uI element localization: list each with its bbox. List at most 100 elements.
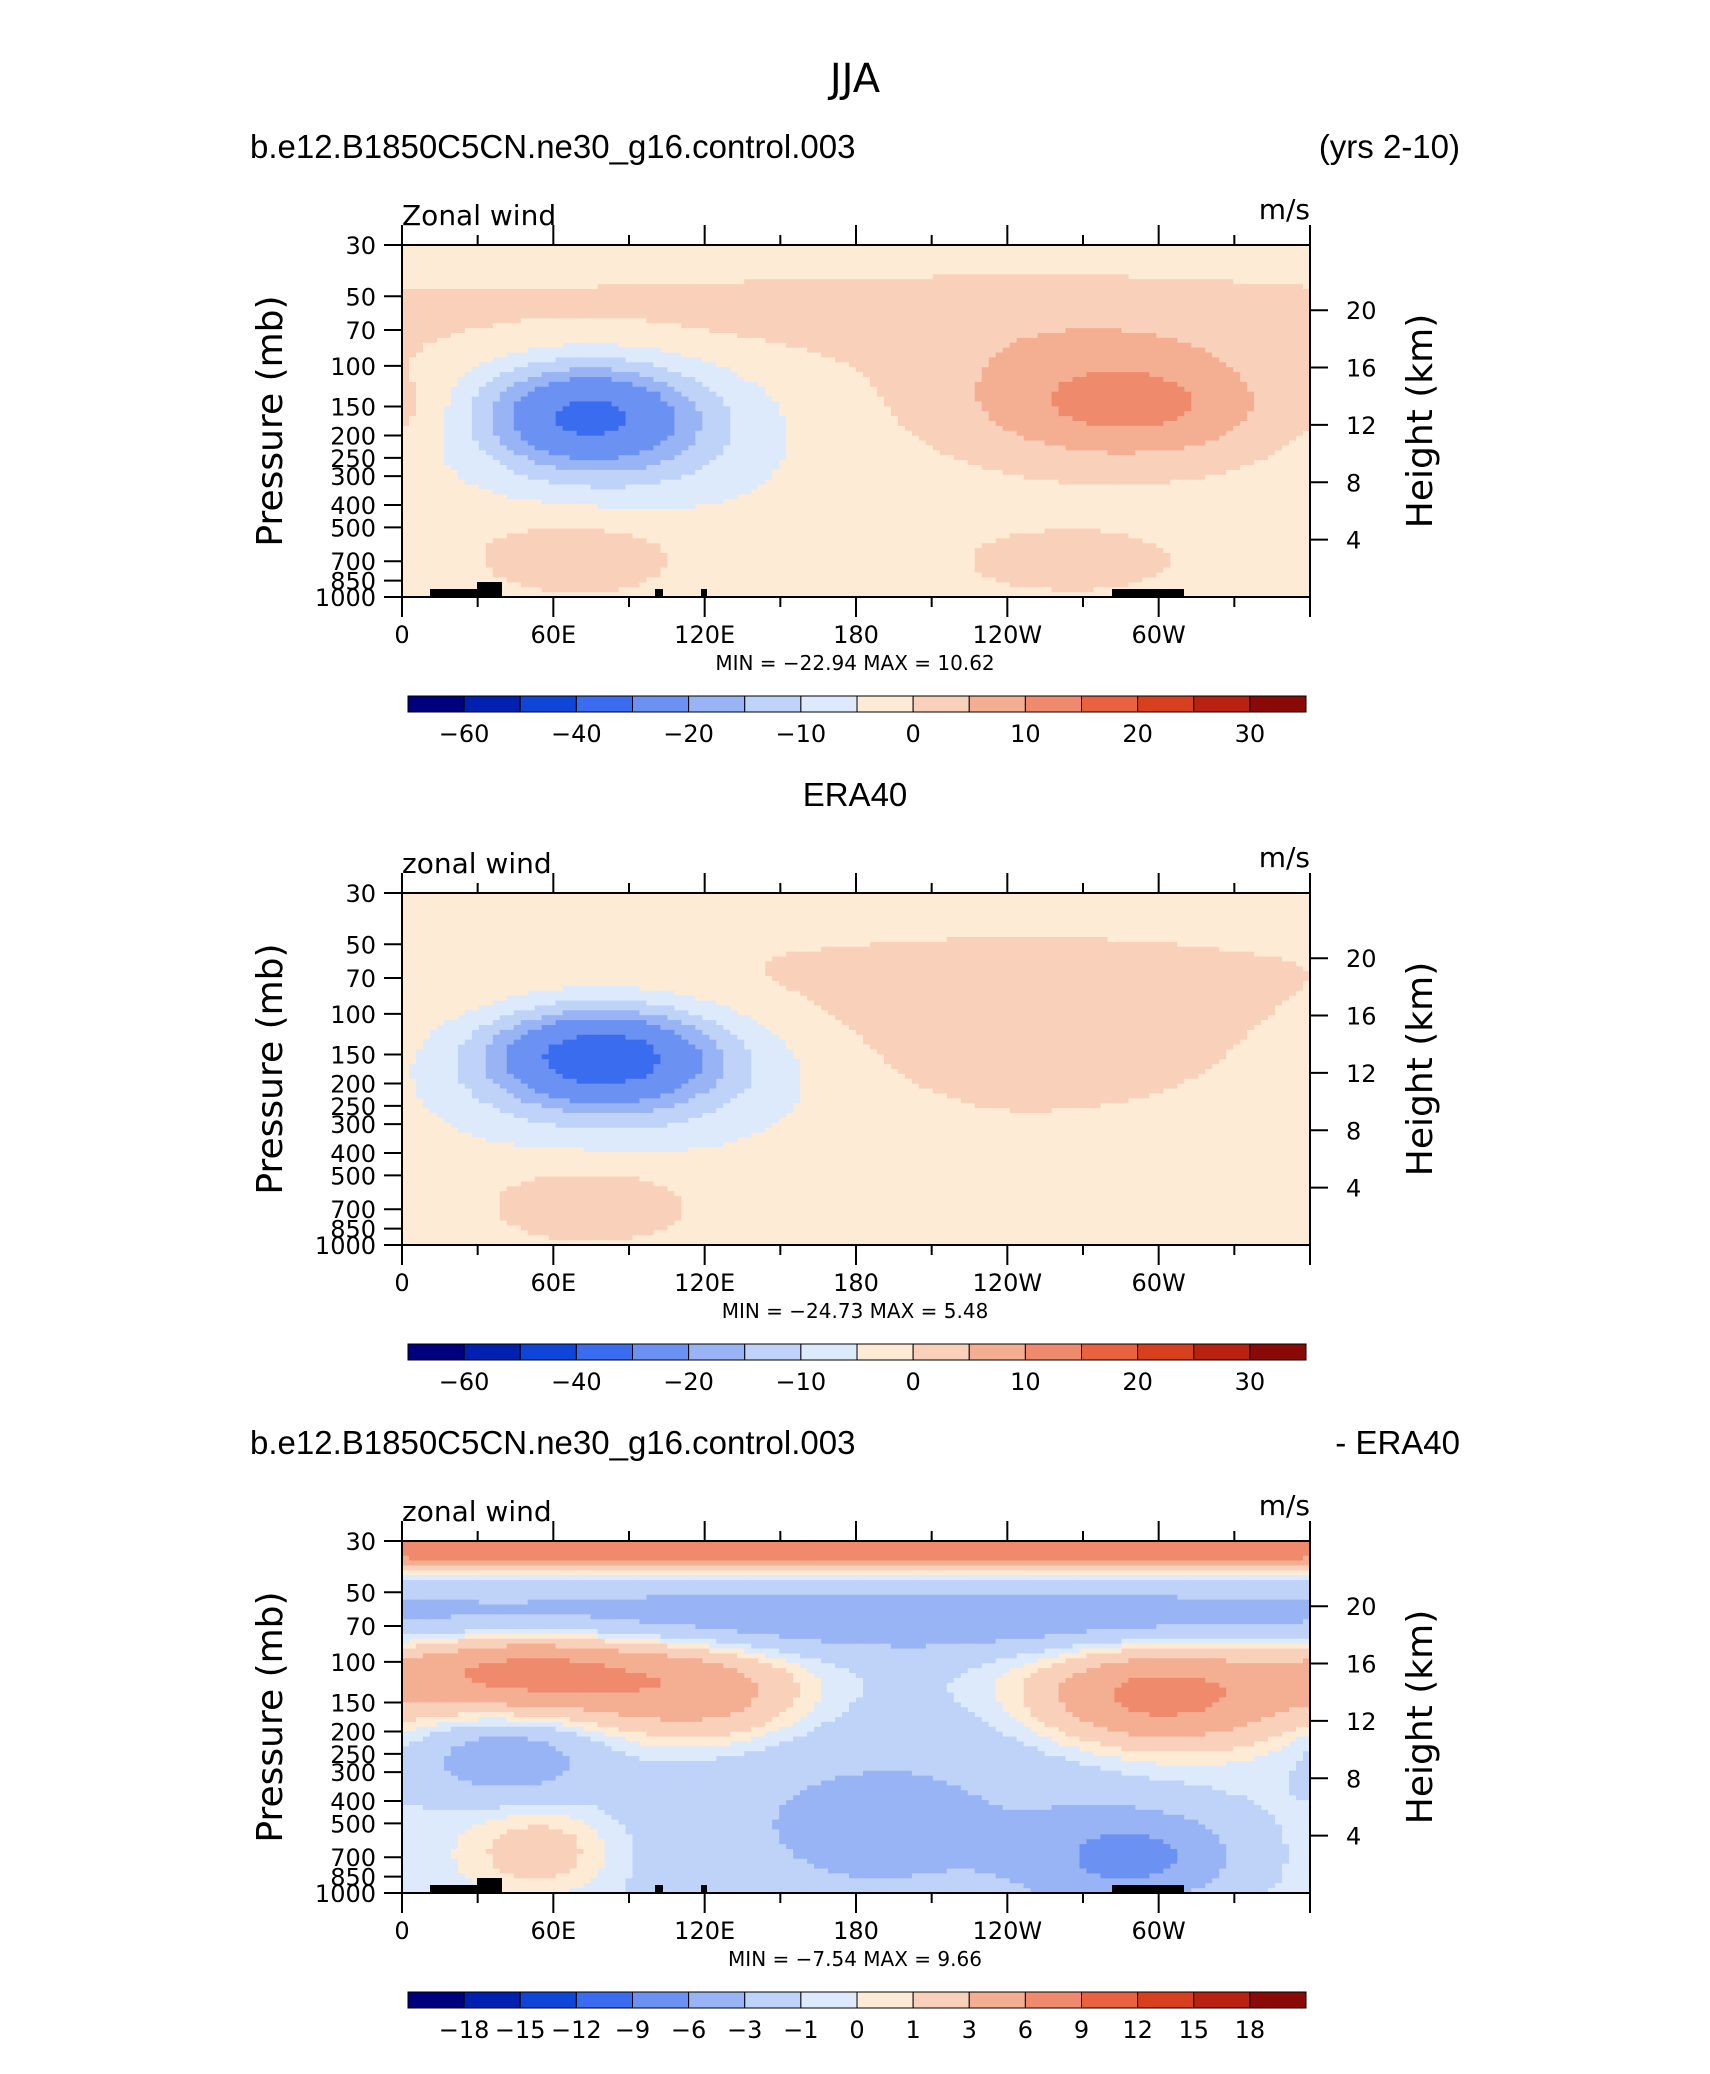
heat-cell	[730, 337, 738, 344]
heat-cell	[1065, 245, 1074, 251]
heat-cell	[541, 372, 550, 378]
heat-cell	[772, 259, 780, 266]
heat-cell	[450, 347, 459, 354]
heat-cell	[869, 425, 878, 432]
heat-cell	[1233, 269, 1241, 275]
heat-cell	[814, 416, 822, 422]
heat-cell	[737, 347, 745, 354]
heat-cell	[1128, 401, 1136, 407]
heat-cell	[1198, 274, 1206, 280]
heat-cell	[632, 289, 641, 295]
heat-cell	[1177, 342, 1185, 349]
heat-cell	[625, 245, 634, 251]
heat-cell	[478, 249, 487, 256]
heat-cell	[835, 269, 843, 275]
heat-cell	[1296, 367, 1304, 373]
heat-cell	[828, 293, 836, 300]
heat-cell	[1016, 367, 1025, 373]
heat-cell	[436, 323, 445, 329]
heat-cell	[660, 425, 669, 432]
heat-cell	[876, 249, 885, 256]
heat-cell	[660, 372, 669, 378]
heat-cell	[1191, 259, 1199, 266]
heat-cell	[953, 416, 962, 422]
heat-cell	[1030, 333, 1039, 339]
heat-cell	[415, 421, 424, 427]
heat-cell	[457, 303, 466, 310]
heat-cell	[1156, 391, 1164, 398]
heat-cell	[730, 323, 738, 329]
heat-cell	[897, 386, 906, 393]
heat-cell	[835, 245, 843, 251]
heat-cell	[681, 386, 689, 393]
heat-cell	[569, 298, 578, 305]
heat-cell	[457, 254, 466, 261]
heat-cell	[849, 337, 857, 344]
heat-cell	[555, 396, 564, 403]
heat-cell	[415, 308, 424, 315]
heat-cell	[814, 293, 822, 300]
heat-cell	[779, 284, 787, 290]
heat-cell	[415, 328, 424, 334]
heat-cell	[716, 308, 724, 315]
heat-cell	[639, 323, 648, 329]
heat-cell	[1268, 377, 1276, 383]
heat-cell	[402, 367, 410, 373]
heat-cell	[918, 406, 927, 412]
heat-cell	[709, 421, 717, 427]
heat-cell	[1023, 352, 1032, 359]
heat-cell	[960, 362, 969, 368]
heat-cell	[835, 323, 843, 329]
heat-cell	[1121, 411, 1129, 417]
heat-cell	[639, 425, 648, 432]
heat-cell	[911, 333, 920, 339]
heat-cell	[485, 337, 494, 344]
heat-cell	[1205, 308, 1213, 315]
heat-cell	[1044, 328, 1053, 334]
heat-cell	[925, 318, 934, 324]
heat-cell	[471, 259, 480, 266]
heat-cell	[562, 254, 571, 261]
heat-cell	[576, 313, 585, 319]
heat-cell	[967, 377, 976, 383]
heat-cell	[953, 362, 962, 368]
heat-cell	[856, 284, 864, 290]
heat-cell	[1009, 372, 1018, 378]
heat-cell	[457, 269, 466, 275]
heat-cell	[821, 416, 829, 422]
heat-cell	[450, 357, 459, 363]
heat-cell	[506, 352, 515, 359]
heat-cell	[946, 377, 955, 383]
heat-cell	[597, 367, 606, 373]
heat-cell	[583, 284, 592, 290]
heat-cell	[1072, 401, 1081, 407]
heat-cell	[702, 357, 710, 363]
heat-cell	[499, 293, 508, 300]
heat-cell	[967, 249, 976, 256]
heat-cell	[1002, 396, 1011, 403]
heat-cell	[995, 284, 1004, 290]
heat-cell	[1030, 313, 1039, 319]
heat-cell	[569, 357, 578, 363]
heat-cell	[1044, 298, 1053, 305]
heat-cell	[625, 254, 634, 261]
heat-cell	[674, 347, 682, 354]
heat-cell	[918, 313, 927, 319]
heat-cell	[974, 293, 983, 300]
heat-cell	[723, 421, 731, 427]
heat-cell	[1009, 367, 1018, 373]
heat-cell	[709, 318, 717, 324]
heat-cell	[520, 323, 529, 329]
heat-cell	[688, 254, 696, 261]
heat-cell	[779, 416, 787, 422]
heat-cell	[1100, 377, 1109, 383]
heat-cell	[1233, 416, 1241, 422]
heat-cell	[1058, 406, 1067, 412]
heat-cell	[1065, 391, 1074, 398]
heat-cell	[1261, 381, 1269, 388]
heat-cell	[862, 313, 871, 319]
heat-cell	[876, 279, 885, 285]
heat-cell	[408, 279, 417, 285]
heat-cell	[520, 245, 529, 251]
heat-cell	[890, 323, 899, 329]
